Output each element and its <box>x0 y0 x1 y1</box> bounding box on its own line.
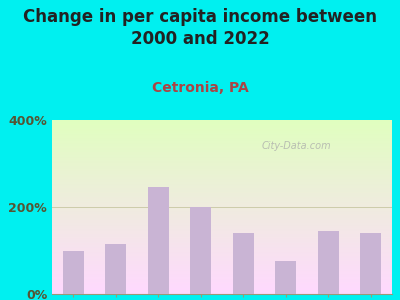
Bar <box>148 188 169 294</box>
Bar <box>190 207 211 294</box>
Bar <box>275 261 296 294</box>
Bar <box>63 250 84 294</box>
Bar <box>318 231 339 294</box>
Bar <box>105 244 126 294</box>
Bar <box>360 233 381 294</box>
Text: Change in per capita income between
2000 and 2022: Change in per capita income between 2000… <box>23 8 377 48</box>
Bar <box>233 233 254 294</box>
Text: Cetronia, PA: Cetronia, PA <box>152 81 248 95</box>
Text: City-Data.com: City-Data.com <box>262 141 332 151</box>
